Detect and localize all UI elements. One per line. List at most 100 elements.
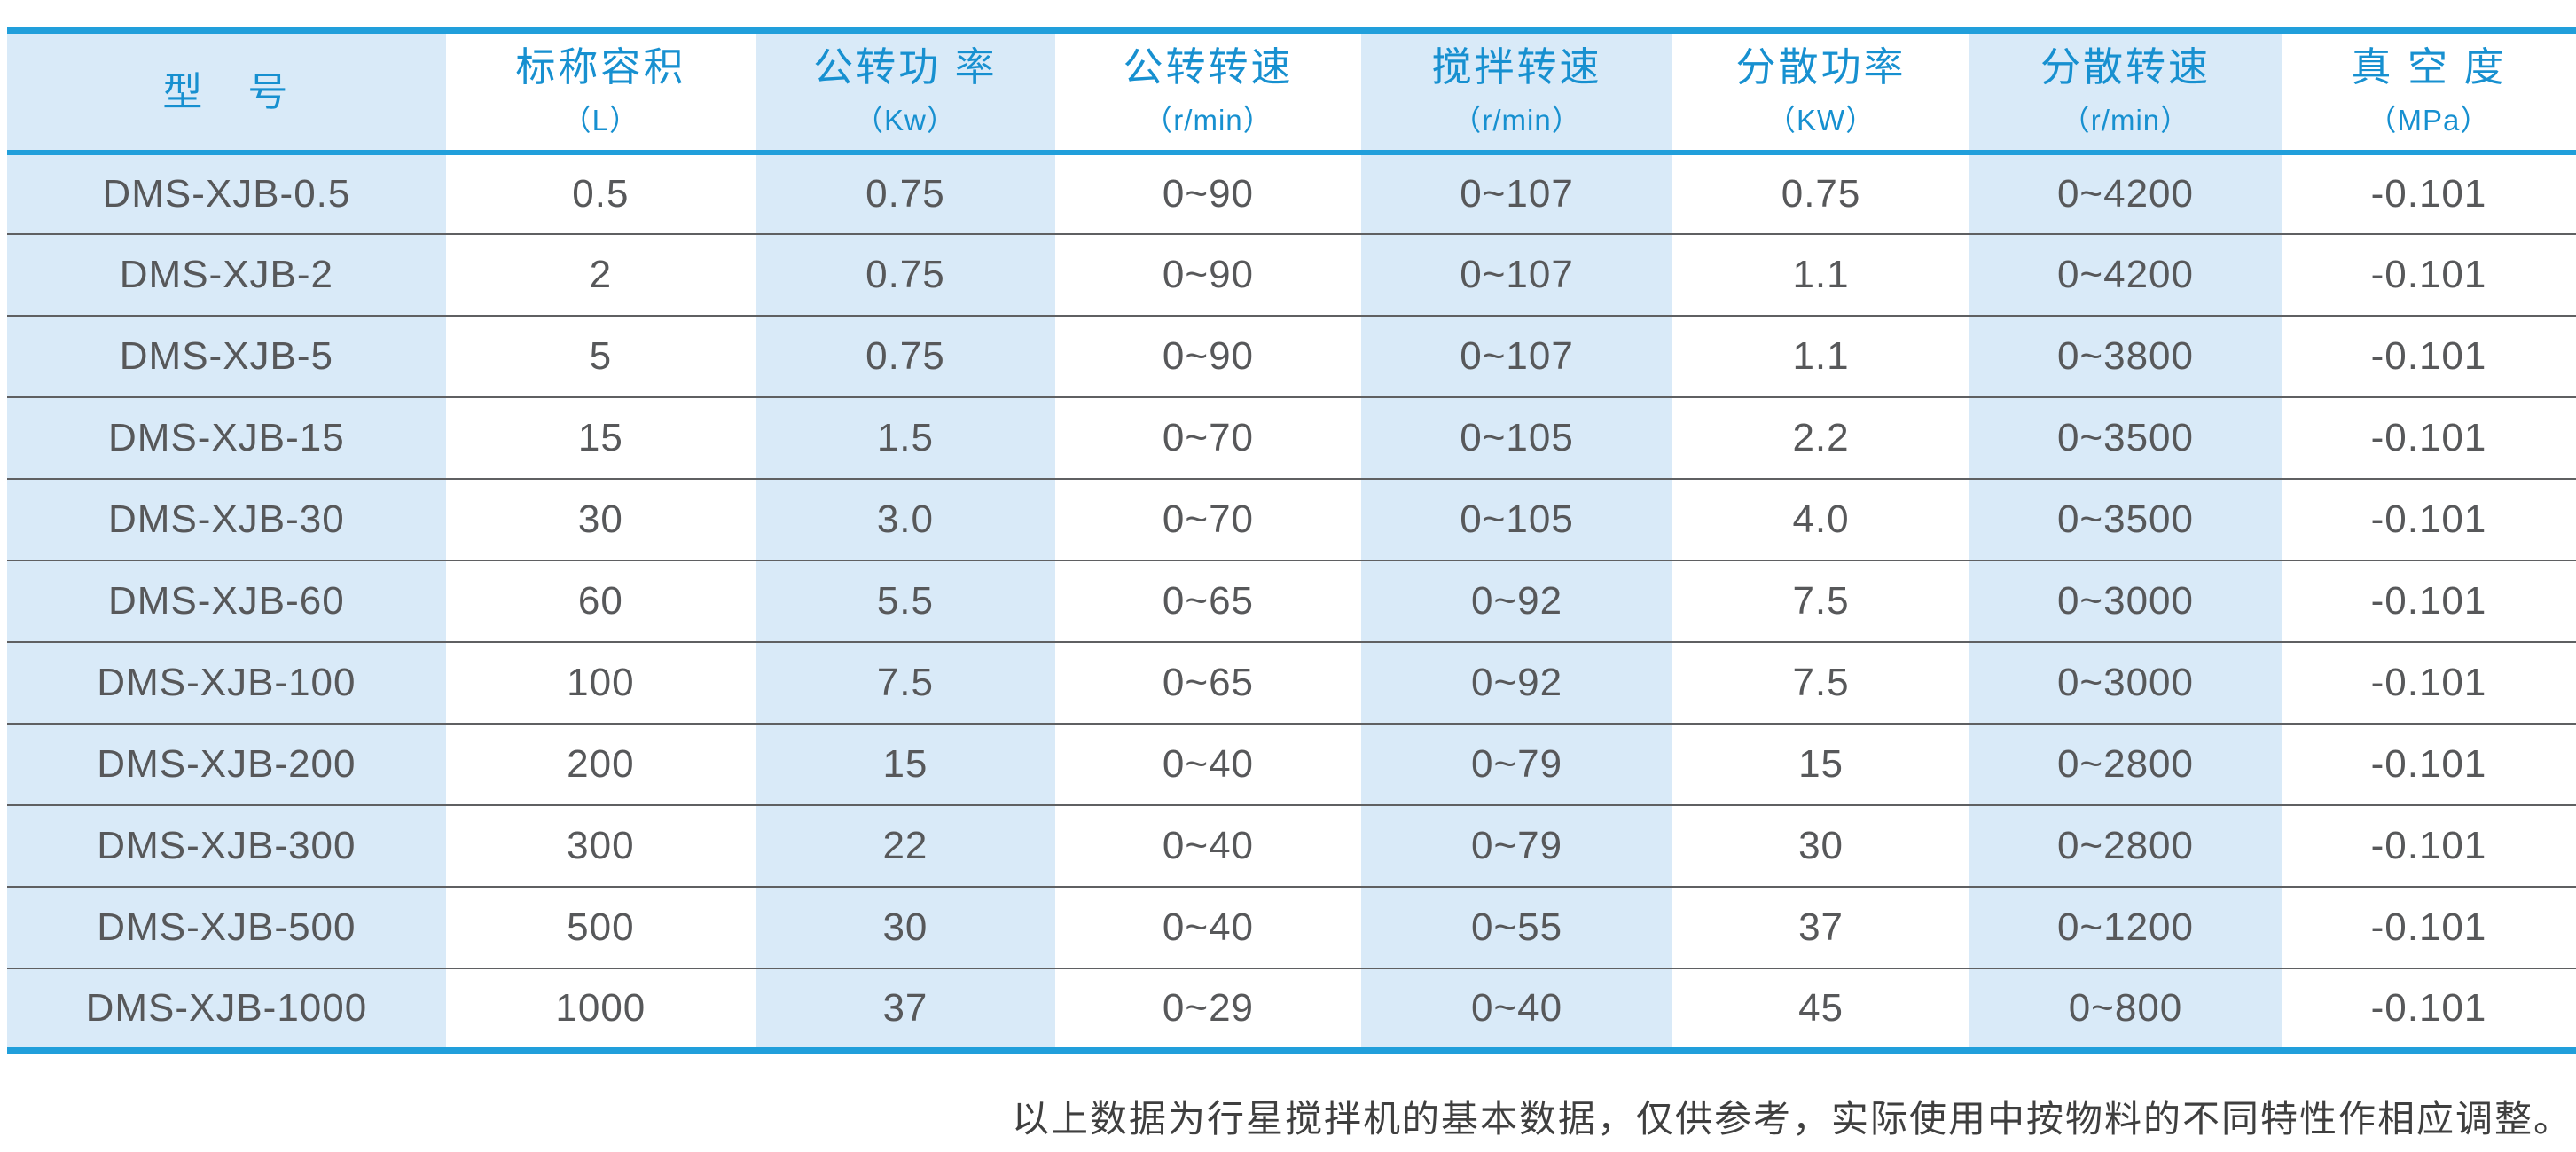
cell-model: DMS-XJB-15 [7, 396, 446, 479]
cell-dispersion-speed: 0~1200 [1969, 886, 2282, 968]
cell-dispersion-power: 1.1 [1672, 233, 1969, 316]
cell-revolution-power: 0.75 [755, 233, 1055, 316]
cell-model: DMS-XJB-2 [7, 233, 446, 316]
cell-nominal-volume: 5 [445, 315, 756, 397]
header-unit: （r/min） [1143, 104, 1273, 137]
cell-nominal-volume: 100 [445, 641, 756, 724]
cell-dispersion-speed: 0~2800 [1969, 723, 2282, 805]
cell-dispersion-speed: 0~3800 [1969, 315, 2282, 397]
cell-dispersion-power: 7.5 [1672, 560, 1969, 642]
spec-table: 型 号 标称容积 （L） 公转功 率 （Kw） 公转转速 （r/min） [7, 27, 2576, 1054]
cell-dispersion-power: 2.2 [1672, 396, 1969, 479]
cell-stirring-speed: 0~107 [1360, 315, 1673, 397]
cell-dispersion-speed: 0~3500 [1969, 396, 2282, 479]
cell-stirring-speed: 0~40 [1360, 968, 1673, 1054]
header-unit: （r/min） [1452, 104, 1582, 137]
cell-revolution-speed: 0~65 [1054, 560, 1361, 642]
cell-stirring-speed: 0~79 [1360, 723, 1673, 805]
header-unit: （r/min） [2060, 104, 2191, 137]
footnote: 以上数据为行星搅拌机的基本数据，仅供参考，实际使用中按物料的不同特性作相应调整。 [1011, 1100, 2572, 1140]
cell-revolution-speed: 0~40 [1054, 886, 1361, 968]
cell-dispersion-power: 15 [1672, 723, 1969, 805]
header-model: 型 号 [7, 27, 446, 155]
header-revolution-power: 公转功 率 （Kw） [755, 27, 1055, 155]
header-row: 型 号 标称容积 （L） 公转功 率 （Kw） 公转转速 （r/min） [7, 27, 2576, 155]
header-unit: （L） [561, 104, 640, 137]
cell-revolution-speed: 0~90 [1054, 233, 1361, 316]
header-title: 搅拌转速 [1431, 43, 1602, 90]
table-row: DMS-XJB-15 15 1.5 0~70 0~105 2.2 0~3500 -0.101 [7, 396, 2576, 479]
table-row: DMS-XJB-300 300 22 0~40 0~79 30 0~2800 -0.101 [7, 804, 2576, 887]
cell-revolution-speed: 0~90 [1054, 153, 1361, 234]
cell-model: DMS-XJB-0.5 [7, 153, 446, 234]
cell-revolution-speed: 0~65 [1054, 641, 1361, 724]
table-row: DMS-XJB-200 200 15 0~40 0~79 15 0~2800 -0.101 [7, 723, 2576, 805]
cell-revolution-power: 1.5 [755, 396, 1055, 479]
header-title: 分散功率 [1735, 43, 1907, 90]
cell-vacuum-degree: -0.101 [2281, 315, 2576, 397]
cell-revolution-power: 0.75 [755, 153, 1055, 234]
header-unit: （KW） [1766, 104, 1876, 137]
cell-revolution-power: 0.75 [755, 315, 1055, 397]
cell-stirring-speed: 0~105 [1360, 478, 1673, 560]
table-row: DMS-XJB-2 2 0.75 0~90 0~107 1.1 0~4200 -0.101 [7, 233, 2576, 316]
cell-nominal-volume: 60 [445, 560, 756, 642]
cell-stirring-speed: 0~107 [1360, 153, 1673, 234]
cell-dispersion-speed: 0~3500 [1969, 478, 2282, 560]
cell-vacuum-degree: -0.101 [2281, 153, 2576, 234]
cell-dispersion-power: 0.75 [1672, 153, 1969, 234]
table-row: DMS-XJB-1000 1000 37 0~29 0~40 45 0~800 -0.101 [7, 968, 2576, 1054]
cell-stirring-speed: 0~107 [1360, 233, 1673, 316]
cell-vacuum-degree: -0.101 [2281, 233, 2576, 316]
cell-vacuum-degree: -0.101 [2281, 396, 2576, 479]
header-revolution-speed: 公转转速 （r/min） [1054, 27, 1361, 155]
cell-nominal-volume: 30 [445, 478, 756, 560]
cell-model: DMS-XJB-200 [7, 723, 446, 805]
cell-vacuum-degree: -0.101 [2281, 478, 2576, 560]
table-row: DMS-XJB-100 100 7.5 0~65 0~92 7.5 0~3000 -0.101 [7, 641, 2576, 724]
cell-revolution-speed: 0~70 [1054, 396, 1361, 479]
cell-stirring-speed: 0~92 [1360, 560, 1673, 642]
cell-model: DMS-XJB-500 [7, 886, 446, 968]
cell-dispersion-power: 7.5 [1672, 641, 1969, 724]
cell-revolution-power: 5.5 [755, 560, 1055, 642]
cell-stirring-speed: 0~55 [1360, 886, 1673, 968]
cell-revolution-power: 7.5 [755, 641, 1055, 724]
cell-vacuum-degree: -0.101 [2281, 723, 2576, 805]
cell-dispersion-speed: 0~3000 [1969, 641, 2282, 724]
cell-model: DMS-XJB-1000 [7, 968, 446, 1054]
header-title: 分散转速 [2040, 43, 2211, 90]
cell-stirring-speed: 0~105 [1360, 396, 1673, 479]
cell-dispersion-speed: 0~4200 [1969, 153, 2282, 234]
cell-model: DMS-XJB-5 [7, 315, 446, 397]
cell-nominal-volume: 2 [445, 233, 756, 316]
table-row: DMS-XJB-60 60 5.5 0~65 0~92 7.5 0~3000 -0.101 [7, 560, 2576, 642]
spec-table-container: 型 号 标称容积 （L） 公转功 率 （Kw） 公转转速 （r/min） [7, 27, 2576, 1054]
table-row: DMS-XJB-500 500 30 0~40 0~55 37 0~1200 -0.101 [7, 886, 2576, 968]
cell-revolution-power: 22 [755, 804, 1055, 887]
cell-dispersion-power: 4.0 [1672, 478, 1969, 560]
table-row: DMS-XJB-5 5 0.75 0~90 0~107 1.1 0~3800 -0.101 [7, 315, 2576, 397]
cell-model: DMS-XJB-30 [7, 478, 446, 560]
header-title: 标称容积 [515, 43, 686, 90]
header-title: 公转功 率 [813, 43, 998, 90]
cell-vacuum-degree: -0.101 [2281, 804, 2576, 887]
cell-vacuum-degree: -0.101 [2281, 641, 2576, 724]
header-title: 型 号 [162, 68, 291, 114]
cell-stirring-speed: 0~92 [1360, 641, 1673, 724]
cell-stirring-speed: 0~79 [1360, 804, 1673, 887]
table-header: 型 号 标称容积 （L） 公转功 率 （Kw） 公转转速 （r/min） [7, 27, 2576, 155]
header-vacuum-degree: 真 空 度 （MPa） [2281, 27, 2576, 155]
cell-revolution-power: 37 [755, 968, 1055, 1054]
cell-dispersion-speed: 0~800 [1969, 968, 2282, 1054]
header-dispersion-power: 分散功率 （KW） [1672, 27, 1969, 155]
header-title: 公转转速 [1123, 43, 1294, 90]
cell-revolution-speed: 0~90 [1054, 315, 1361, 397]
cell-revolution-speed: 0~40 [1054, 804, 1361, 887]
table-body: DMS-XJB-0.5 0.5 0.75 0~90 0~107 0.75 0~4200 -0.… [7, 153, 2576, 1054]
cell-nominal-volume: 0.5 [445, 153, 756, 234]
cell-dispersion-speed: 0~3000 [1969, 560, 2282, 642]
cell-model: DMS-XJB-60 [7, 560, 446, 642]
cell-dispersion-power: 30 [1672, 804, 1969, 887]
